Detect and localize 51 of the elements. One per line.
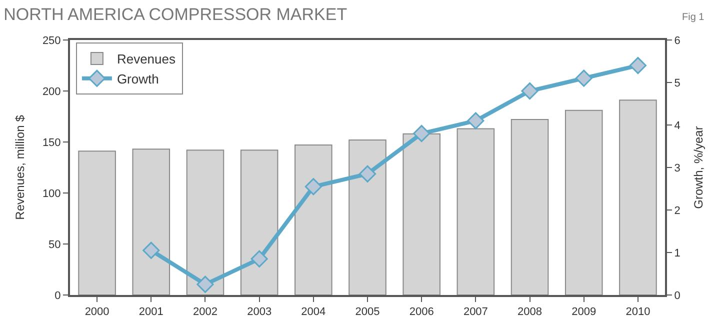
bar <box>564 110 603 295</box>
y-tick-label: 0 <box>54 290 61 302</box>
y2-axis-title: Growth, %/year <box>692 126 706 209</box>
bar <box>456 128 495 295</box>
y2-tick-label: 6 <box>674 34 680 47</box>
y-tick-label: 50 <box>48 238 61 251</box>
x-tick-label: 2001 <box>138 306 164 318</box>
x-tick-label: 2004 <box>301 306 326 318</box>
y2-tick-label: 2 <box>674 204 680 217</box>
point <box>142 242 160 259</box>
y2-tick-label: 3 <box>674 162 680 174</box>
point <box>575 70 592 87</box>
y-tick-label: 200 <box>42 86 61 98</box>
bar <box>240 150 278 295</box>
bar <box>186 150 224 295</box>
y2-tick-label: 0 <box>674 290 680 302</box>
x-tick-label: 2010 <box>626 306 650 318</box>
legend-label: Revenues <box>116 52 176 67</box>
y2-tick-label: 4 <box>674 120 680 132</box>
x-tick-label: 2006 <box>409 306 434 318</box>
y-tick-label: 250 <box>42 34 61 47</box>
bar <box>294 144 332 295</box>
point <box>250 250 268 268</box>
point <box>467 112 484 130</box>
bar <box>348 139 386 295</box>
point <box>196 276 214 293</box>
point <box>521 82 538 100</box>
bar <box>78 150 116 295</box>
y-tick-label: 100 <box>42 188 61 200</box>
x-tick-label: 2003 <box>247 306 272 318</box>
bar <box>402 133 440 295</box>
bar <box>132 148 170 295</box>
x-tick-label: 2009 <box>572 306 596 318</box>
y2-tick-label: 1 <box>674 247 680 260</box>
y2-tick-label: 5 <box>674 77 680 90</box>
chart-title: NORTH AMERICA COMPRESSOR MARKET <box>4 5 348 24</box>
x-tick-label: 2008 <box>518 306 542 318</box>
bar <box>510 119 549 295</box>
legend-label: Growth <box>116 71 159 86</box>
caption: Fig 1 <box>682 12 705 23</box>
point <box>629 56 646 74</box>
x-tick-label: 2002 <box>192 306 218 318</box>
x-tick-label: 2005 <box>355 306 380 318</box>
x-tick-label: 2007 <box>463 306 488 318</box>
bar <box>619 100 657 295</box>
y-axis-title: Revenues, million $ <box>13 114 28 220</box>
point <box>358 165 376 182</box>
point <box>304 178 322 196</box>
y-tick-label: 150 <box>42 136 61 149</box>
point <box>413 124 430 142</box>
x-tick-label: 2000 <box>84 306 110 318</box>
